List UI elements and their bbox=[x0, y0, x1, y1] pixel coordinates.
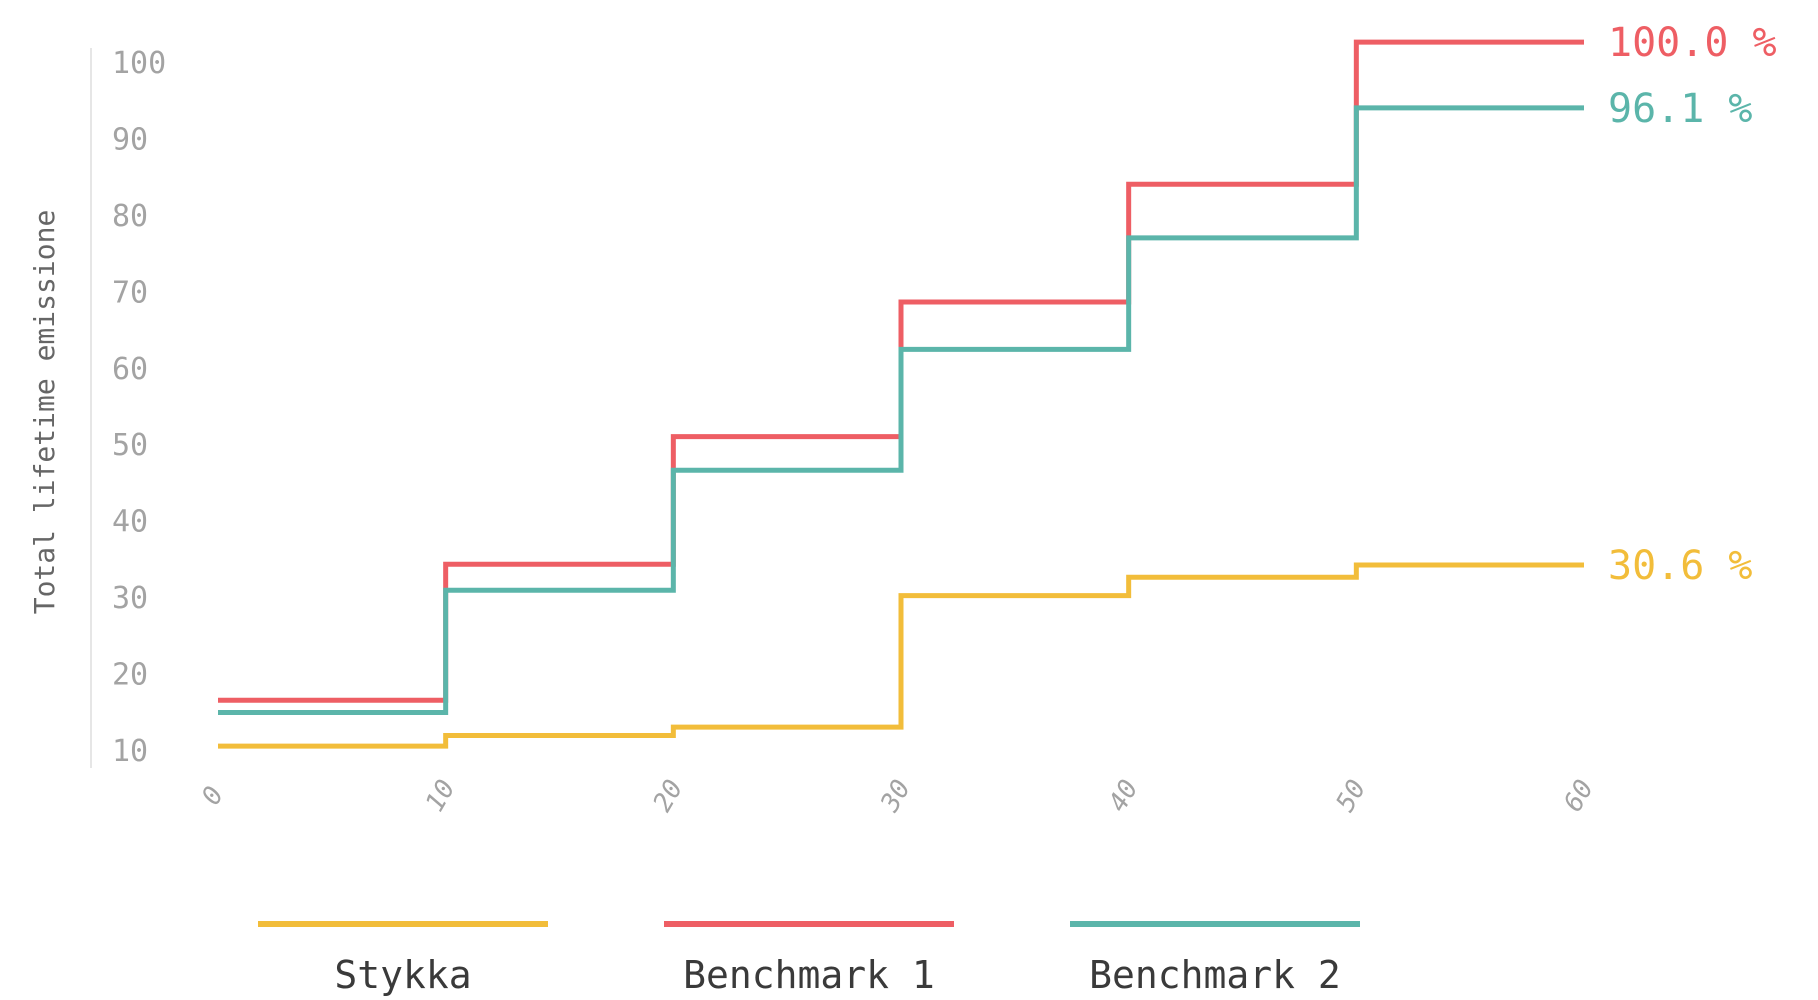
y-axis-label: Total lifetime emissione bbox=[28, 210, 61, 615]
y-tick-label: 30 bbox=[112, 581, 148, 616]
legend-label-stykka: Stykka bbox=[334, 953, 471, 997]
x-tick-labels: 0 10 20 30 40 50 60 bbox=[196, 775, 1600, 818]
legend-label-benchmark-2: Benchmark 2 bbox=[1089, 953, 1341, 997]
y-tick-label: 20 bbox=[112, 658, 148, 693]
series-line-stykka bbox=[218, 562, 1584, 749]
x-tick-label: 0 bbox=[196, 782, 230, 811]
y-tick-label: 40 bbox=[112, 505, 148, 540]
y-tick-label: 70 bbox=[112, 275, 148, 310]
x-tick-label: 30 bbox=[875, 775, 917, 818]
end-label-stykka: 30.6 % bbox=[1608, 543, 1753, 589]
y-tick-label: 100 bbox=[112, 46, 166, 81]
series-end-labels: 30.6 % 100.0 % 96.1 % bbox=[1608, 20, 1777, 589]
series-lines bbox=[218, 39, 1584, 749]
legend-label-benchmark-1: Benchmark 1 bbox=[683, 953, 935, 997]
end-label-benchmark-2: 96.1 % bbox=[1608, 86, 1753, 132]
x-tick-label: 10 bbox=[420, 775, 462, 817]
x-tick-label: 50 bbox=[1331, 775, 1373, 817]
x-tick-label: 60 bbox=[1558, 775, 1600, 817]
end-label-benchmark-1: 100.0 % bbox=[1608, 20, 1777, 66]
y-tick-label: 10 bbox=[112, 734, 148, 769]
x-tick-label: 40 bbox=[1103, 775, 1145, 817]
y-tick-label: 60 bbox=[112, 352, 148, 387]
y-tick-label: 80 bbox=[112, 199, 148, 234]
legend: Stykka Benchmark 1 Benchmark 2 bbox=[258, 921, 1360, 997]
series-line-benchmark-2 bbox=[218, 105, 1584, 716]
y-tick-labels: 10 20 30 40 50 60 70 80 90 100 bbox=[112, 46, 166, 769]
x-tick-label: 20 bbox=[648, 775, 690, 817]
y-tick-label: 90 bbox=[112, 122, 148, 157]
y-tick-label: 50 bbox=[112, 428, 148, 463]
